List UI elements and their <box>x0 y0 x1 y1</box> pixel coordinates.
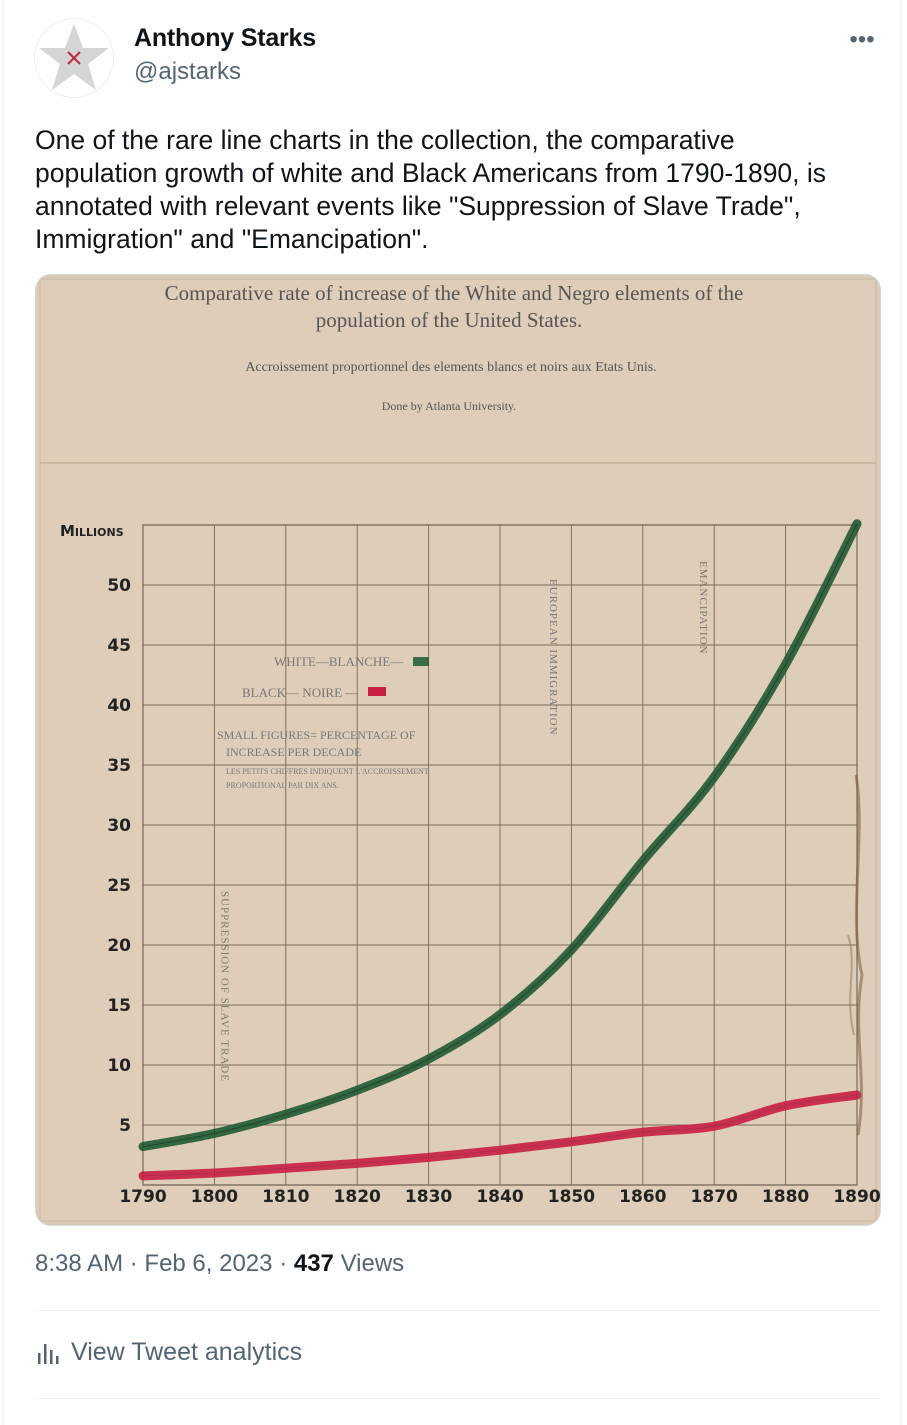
analytics-icon <box>38 1343 59 1364</box>
avatar[interactable] <box>34 18 114 98</box>
annotation-emancipation: EMANCIPATION <box>697 561 709 655</box>
series-line-white-edge <box>142 523 858 1148</box>
meta-separator: · <box>279 1250 288 1277</box>
annotation-immigration: EUROPEAN IMMIGRATION <box>547 579 559 736</box>
x-tick-label: 1810 <box>262 1187 309 1207</box>
y-tick-label: 15 <box>107 996 131 1016</box>
annotation-slave-trade: SUPPRESSION OF SLAVE TRADE <box>219 891 231 1082</box>
x-tick-label: 1820 <box>334 1187 381 1207</box>
y-axis-title: Millions <box>60 522 124 540</box>
chart-credit: Done by Atlanta University. <box>382 399 517 413</box>
tweet-image[interactable]: Comparative rate of increase of the Whit… <box>35 274 881 1226</box>
more-options-icon[interactable]: ••• <box>849 26 875 53</box>
note-line3: LES PETITS CHIFFRES INDIQUENT L'ACCROISS… <box>226 767 429 776</box>
views-label: Views <box>340 1250 405 1277</box>
x-tick-label: 1870 <box>691 1187 738 1207</box>
x-tick-label: 1840 <box>476 1187 523 1207</box>
meta-separator: · <box>129 1250 138 1277</box>
y-tick-label: 35 <box>107 756 131 776</box>
chart-title-line2: population of the United States. <box>316 308 583 332</box>
chart-annotations: SUPPRESSION OF SLAVE TRADE EUROPEAN IMMIG… <box>219 561 709 1082</box>
y-tick-label: 40 <box>107 696 131 716</box>
y-tick-label: 20 <box>107 936 131 956</box>
x-tick-label: 1860 <box>619 1187 666 1207</box>
note-line2: INCREASE PER DECADE <box>226 745 361 759</box>
legend-white-label: WHITE—BLANCHE— <box>274 654 404 669</box>
author-handle[interactable]: @ajstarks <box>134 58 242 85</box>
divider <box>35 1310 880 1311</box>
y-tick-label: 50 <box>107 576 131 596</box>
population-chart: Comparative rate of increase of the Whit… <box>36 275 880 1225</box>
author-name[interactable]: Anthony Starks <box>134 24 316 52</box>
legend-white-swatch <box>413 657 429 666</box>
tweet-card: Anthony Starks @ajstarks ••• One of the … <box>3 0 901 1425</box>
tweet-text: One of the rare line charts in the colle… <box>35 125 827 254</box>
note-line4: PROPORTIONAL PAR DIX ANS. <box>226 781 339 790</box>
chart-subtitle: Accroissement proportionnel des elements… <box>245 360 656 375</box>
y-tick-label: 10 <box>107 1056 131 1076</box>
legend-black-swatch <box>368 687 386 696</box>
divider <box>35 1398 880 1399</box>
x-tick-label: 1830 <box>405 1187 452 1207</box>
tweet-time[interactable]: 8:38 AM <box>35 1250 124 1277</box>
x-tick-label: 1800 <box>191 1187 238 1207</box>
legend-black-label: BLACK— NOIRE — <box>242 685 359 700</box>
y-tick-label: 25 <box>107 876 131 896</box>
chart-title-line1: Comparative rate of increase of the Whit… <box>165 281 744 305</box>
x-tick-label: 1850 <box>548 1187 595 1207</box>
views-count: 437 <box>293 1250 334 1277</box>
y-tick-label: 30 <box>107 816 131 836</box>
star-icon <box>39 24 109 90</box>
x-tick-label: 1880 <box>762 1187 809 1207</box>
tweet-meta: 8:38 AM · Feb 6, 2023 · 437 Views <box>35 1250 404 1278</box>
y-tick-label: 5 <box>119 1116 131 1136</box>
chart-legend: WHITE—BLANCHE— BLACK— NOIRE — SMALL FIGU… <box>217 654 429 790</box>
note-line1: SMALL FIGURES= PERCENTAGE OF <box>217 728 416 742</box>
x-tick-label: 1890 <box>833 1187 880 1207</box>
x-tick-label: 1790 <box>119 1187 166 1207</box>
view-analytics-button[interactable]: View Tweet analytics <box>35 1338 302 1367</box>
y-tick-label: 45 <box>107 636 131 656</box>
analytics-label: View Tweet analytics <box>71 1338 303 1366</box>
chart-axes: 1790 1800 1810 1820 1830 1840 1850 1860 1870 1880… <box>107 576 880 1207</box>
tweet-date[interactable]: Feb 6, 2023 <box>144 1250 273 1277</box>
chart-grid <box>142 524 858 1186</box>
chart-series <box>138 519 862 1181</box>
